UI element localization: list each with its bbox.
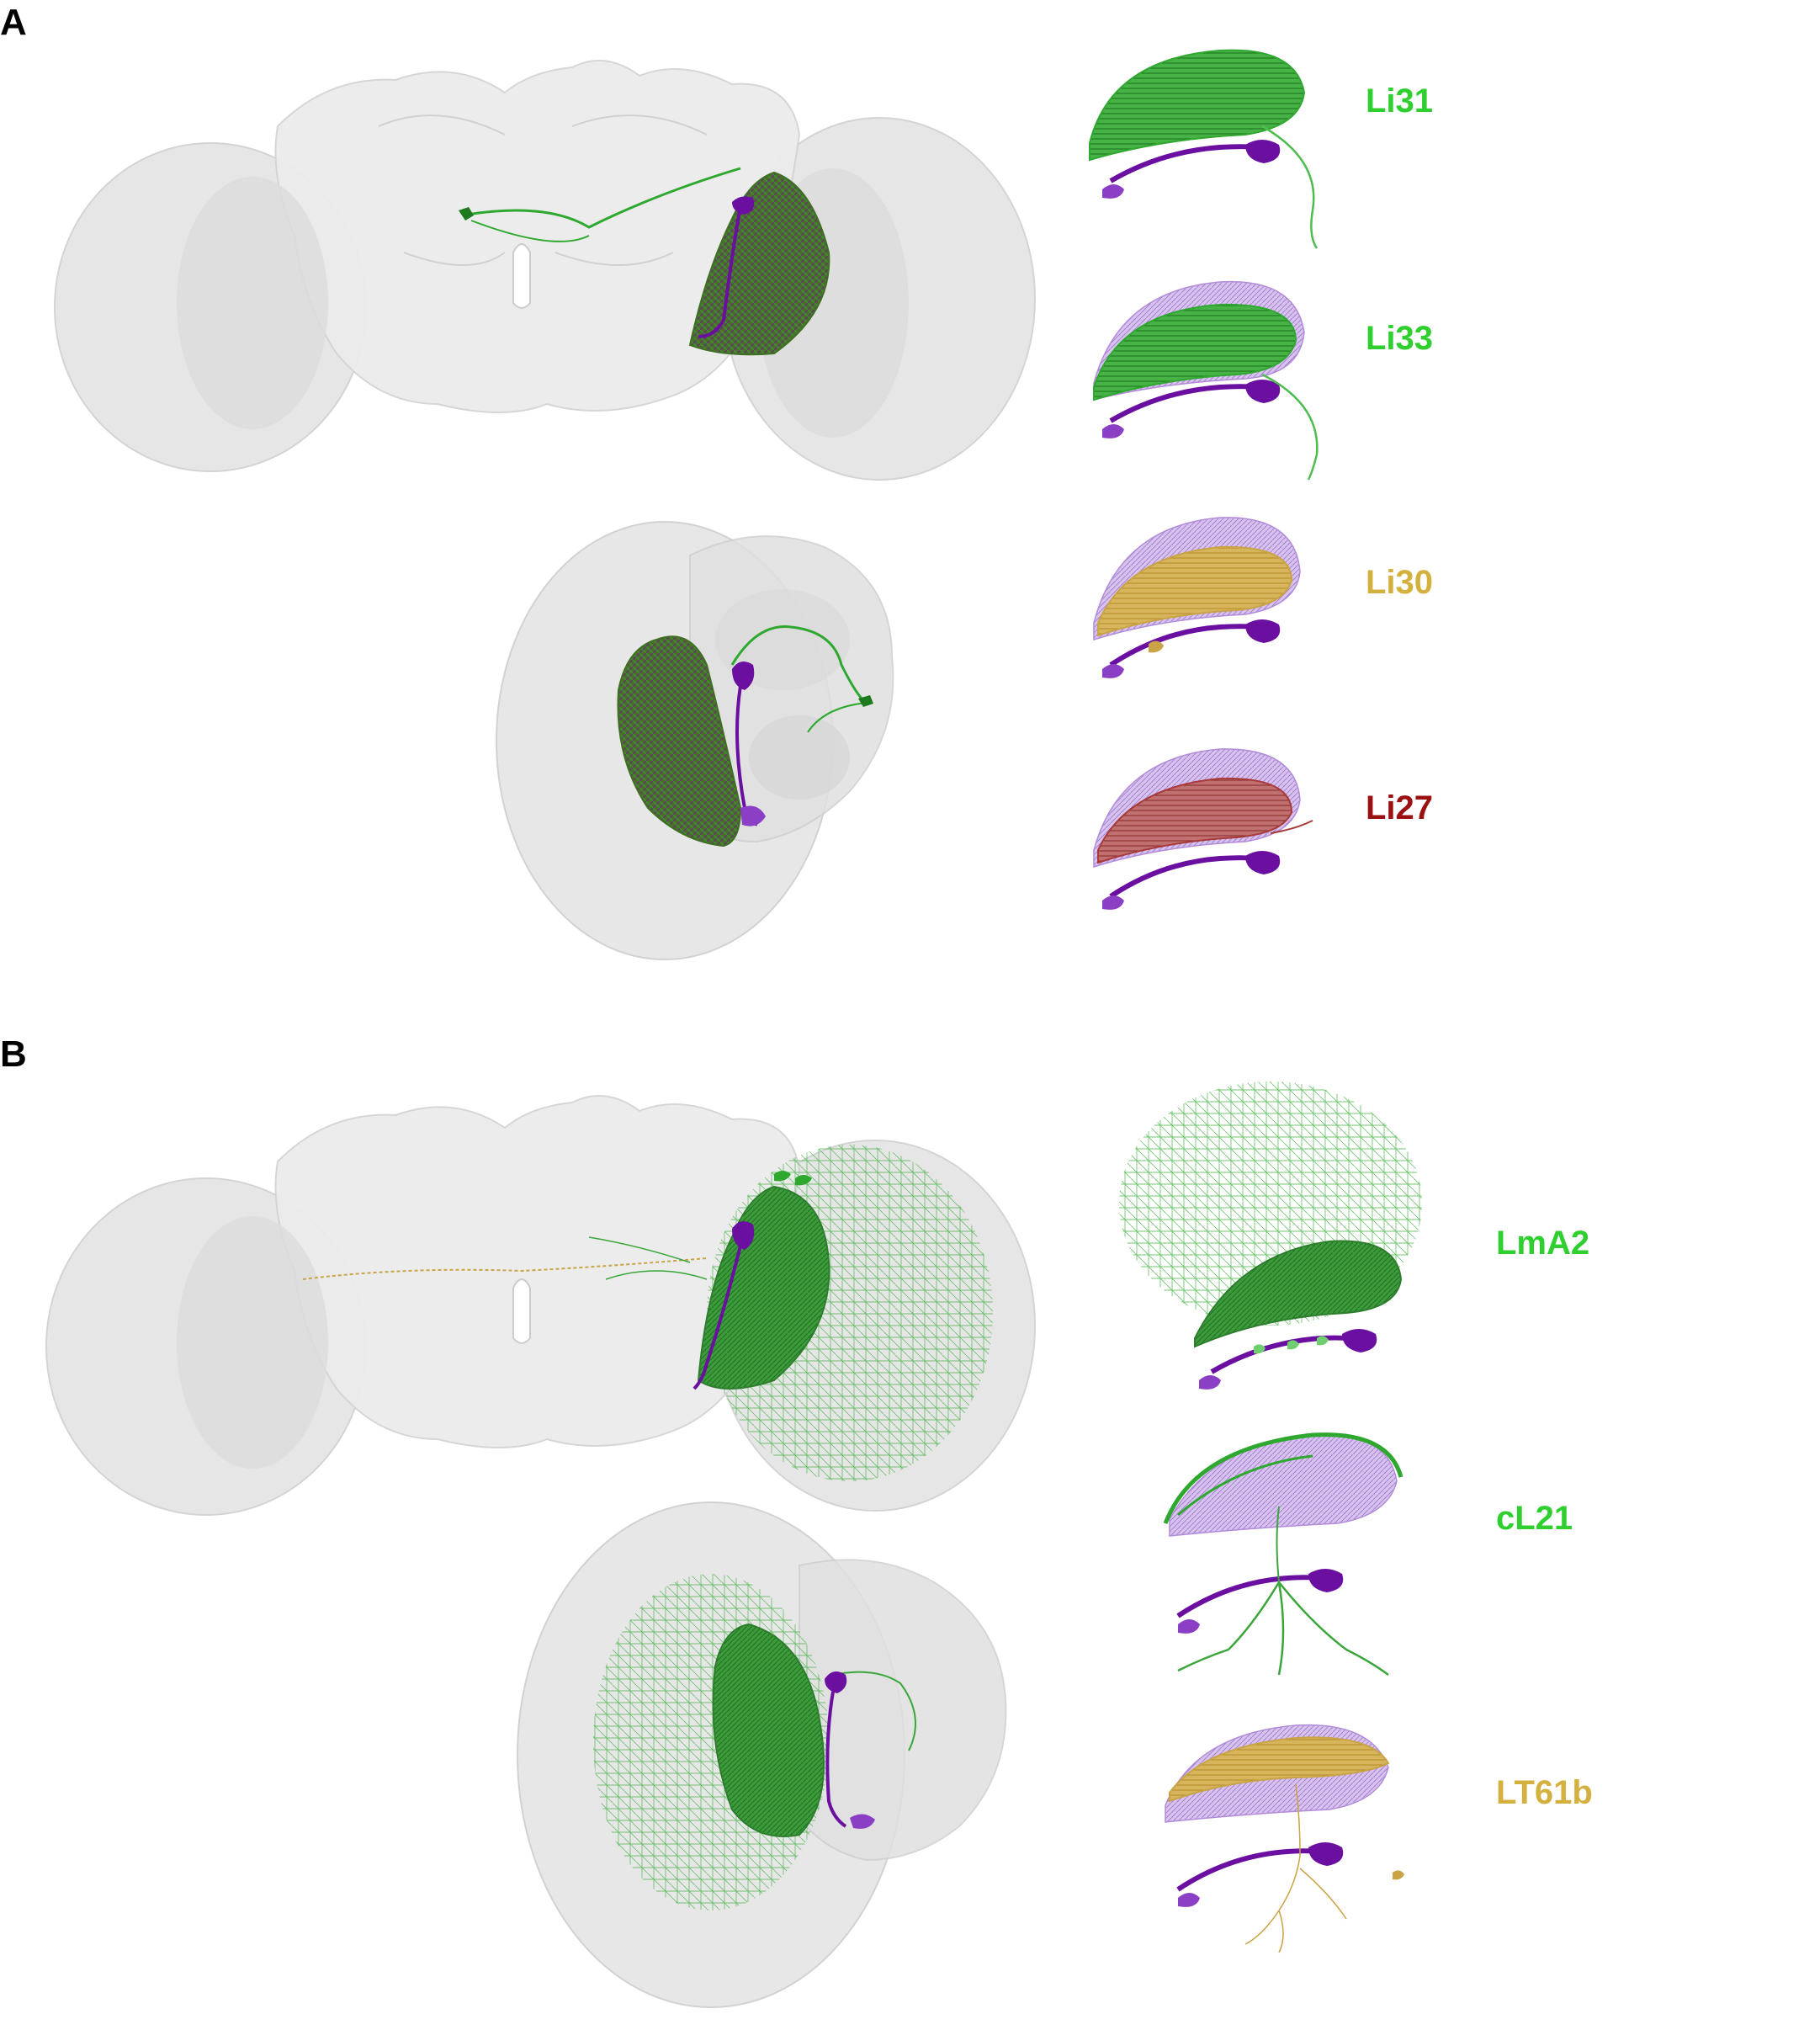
thumbnail-li31 xyxy=(1090,50,1317,248)
thumbnail-lt61b xyxy=(1165,1725,1404,1953)
thumbnail-lma2 xyxy=(1119,1081,1422,1390)
thumbnail-li27 xyxy=(1094,749,1313,910)
thumbnail-li33 xyxy=(1094,282,1317,480)
thumbnail-li30 xyxy=(1094,518,1300,678)
thumbnail-cl21 xyxy=(1165,1435,1401,1675)
brain-frontal-a xyxy=(55,61,1035,480)
